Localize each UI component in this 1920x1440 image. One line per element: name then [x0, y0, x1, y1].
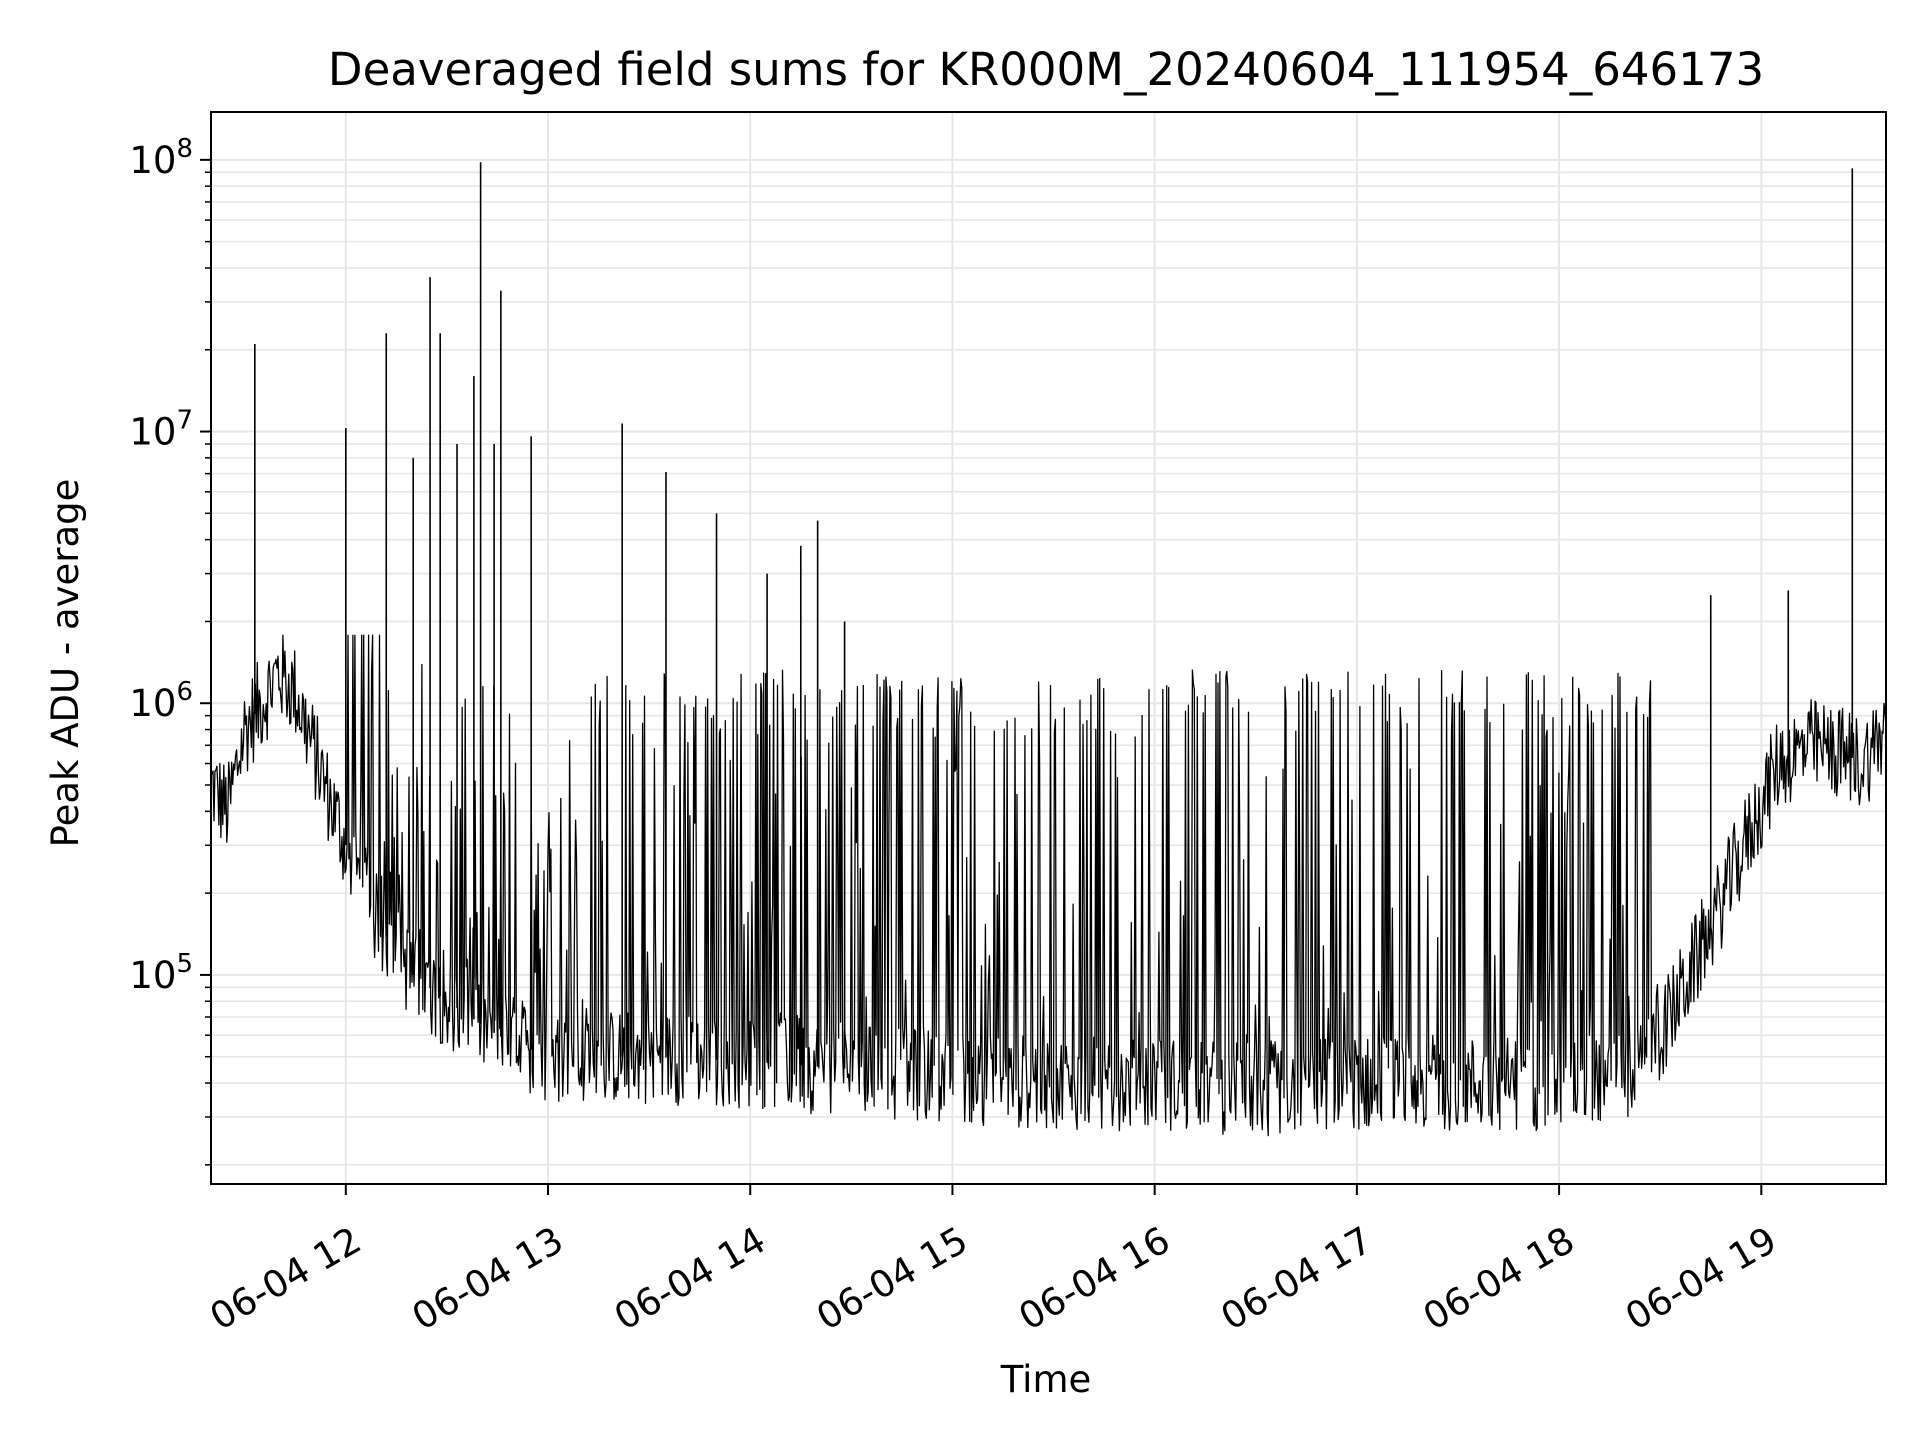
y-tick-label: 105 [129, 949, 193, 997]
chart-title: Deaveraged field sums for KR000M_2024060… [328, 43, 1764, 96]
plot-series [210, 162, 1887, 1137]
y-tick-label: 106 [129, 677, 193, 725]
y-tick-label: 107 [129, 406, 193, 454]
x-axis-label: Time [1000, 1358, 1092, 1401]
series-line [210, 634, 1887, 1137]
axes-frame [210, 111, 1887, 1185]
y-tick-label: 108 [129, 134, 193, 182]
y-axis-label: Peak ADU - average [44, 479, 87, 848]
y-axis: 105 106 107 108 [129, 134, 211, 1166]
